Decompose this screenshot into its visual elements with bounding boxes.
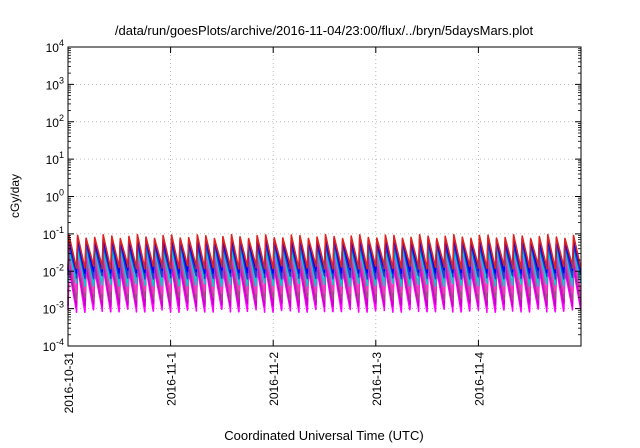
series-line-7	[67, 237, 582, 274]
series-line-4	[67, 250, 582, 295]
series-line-6	[67, 240, 582, 280]
chart-title: /data/run/goesPlots/archive/2016-11-04/2…	[115, 23, 534, 38]
x-tick-label: 2016-11-1	[165, 352, 179, 406]
series-lines	[67, 233, 582, 313]
y-tick-label: 10-1	[43, 225, 64, 242]
x-axis-label: Coordinated Universal Time (UTC)	[224, 428, 423, 443]
y-tick-label: 101	[46, 150, 64, 167]
y-axis-label: cGy/day	[8, 174, 22, 218]
x-tick-label: 2016-11-4	[472, 352, 486, 406]
y-tick-label: 10-4	[43, 337, 64, 354]
y-tick-label: 103	[46, 75, 64, 92]
series-line-3	[67, 255, 582, 301]
y-tick-label: 100	[46, 188, 64, 205]
x-tick-label: 2016-10-31	[62, 352, 76, 414]
x-axis-ticks: 2016-10-31 2016-11-1 2016-11-2 2016-11-3 201…	[62, 47, 486, 413]
y-tick-label: 10-3	[43, 300, 64, 317]
y-axis-ticks: 10-4 10-3 10-2 10-1 100 101 102 103 104	[43, 38, 581, 354]
series-line-2	[67, 261, 582, 307]
series-line-5	[67, 246, 582, 287]
y-tick-label: 104	[46, 38, 64, 55]
y-tick-label: 10-2	[43, 262, 64, 279]
y-tick-label: 102	[46, 113, 64, 130]
x-tick-label: 2016-11-3	[370, 352, 384, 406]
x-tick-label: 2016-11-2	[267, 352, 281, 406]
series-line-1	[67, 265, 582, 313]
series-line-8	[67, 233, 582, 270]
